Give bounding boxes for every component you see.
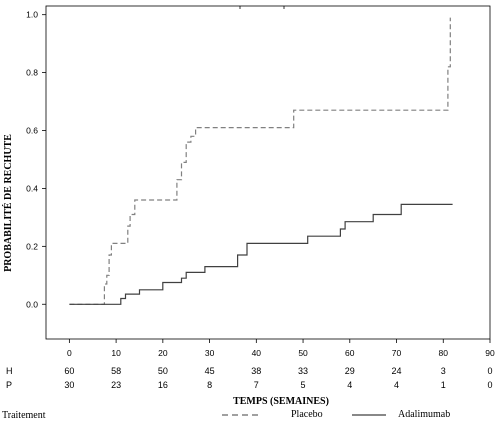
x-tick-label: 70: [392, 348, 402, 358]
at-risk-count: 23: [111, 380, 121, 390]
at-risk-count: 16: [158, 380, 168, 390]
series-line-placebo: [69, 17, 451, 305]
y-tick-label: 0.6: [26, 126, 38, 136]
legend-placebo-label: Placebo: [291, 409, 323, 420]
y-tick-label: 0.4: [26, 183, 38, 193]
series-layer: [69, 17, 453, 305]
x-tick-label: 80: [439, 348, 449, 358]
at-risk-row-label: H: [6, 366, 13, 376]
y-axis-title: PROBABILITÉ DE RECHUTE: [2, 134, 14, 272]
at-risk-count: 8: [207, 380, 212, 390]
at-risk-row-label: P: [6, 380, 12, 390]
x-tick-label: 60: [345, 348, 355, 358]
at-risk-count: 38: [251, 366, 261, 376]
x-tick-label: 40: [252, 348, 262, 358]
at-risk-count: 45: [205, 366, 215, 376]
at-risk-count: 33: [298, 366, 308, 376]
y-tick-label: 0.2: [26, 241, 38, 251]
legend: Traitement Placebo Adalimumab: [2, 409, 450, 421]
x-tick-label: 90: [485, 348, 495, 358]
at-risk-count: 29: [345, 366, 355, 376]
x-tick-label: 10: [111, 348, 121, 358]
at-risk-table: H 60 58 50 45 38 33 29 24 3 0P 30 23 16 8 7 5 4 4 1 0: [6, 366, 493, 390]
plot-frame: [45, 5, 491, 340]
at-risk-count: 7: [254, 380, 259, 390]
at-risk-count: 24: [392, 366, 402, 376]
x-axis: 0 10 20 30 40 50 60 70 80 90: [67, 339, 495, 358]
at-risk-count: 1: [441, 380, 446, 390]
y-tick-label: 0.8: [26, 68, 38, 78]
y-axis: 0.0 0.2 0.4 0.6 0.8 1.0: [26, 10, 46, 309]
at-risk-count: 4: [347, 380, 352, 390]
at-risk-count: 5: [301, 380, 306, 390]
at-risk-count: 0: [487, 366, 492, 376]
legend-title: Traitement: [2, 410, 46, 421]
at-risk-count: 58: [111, 366, 121, 376]
at-risk-count: 60: [64, 366, 74, 376]
y-tick-label: 0.0: [26, 299, 38, 309]
at-risk-count: 0: [487, 380, 492, 390]
legend-adalimumab-label: Adalimumab: [398, 409, 450, 420]
x-axis-title: TEMPS (SEMAINES): [233, 396, 329, 407]
y-tick-label: 1.0: [26, 10, 38, 20]
x-tick-label: 50: [298, 348, 308, 358]
x-tick-label: 20: [158, 348, 168, 358]
at-risk-count: 3: [441, 366, 446, 376]
at-risk-count: 30: [64, 380, 74, 390]
at-risk-count: 50: [158, 366, 168, 376]
x-tick-label: 30: [205, 348, 215, 358]
series-line-adalimumab: [69, 203, 453, 305]
at-risk-count: 4: [394, 380, 399, 390]
plot-border: [45, 5, 491, 340]
x-tick-label: 0: [67, 348, 72, 358]
